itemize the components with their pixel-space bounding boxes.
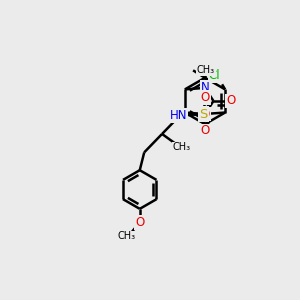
Text: O: O (200, 91, 210, 103)
Text: CH₃: CH₃ (118, 232, 136, 242)
Text: O: O (200, 107, 210, 121)
Text: O: O (226, 94, 235, 107)
Text: O: O (200, 124, 210, 137)
Text: S: S (200, 107, 208, 121)
Text: O: O (135, 216, 144, 229)
Text: CH₃: CH₃ (173, 142, 191, 152)
Text: Cl: Cl (209, 69, 220, 82)
Text: HN: HN (169, 109, 187, 122)
Text: CH₃: CH₃ (197, 65, 215, 75)
Text: N: N (201, 81, 209, 94)
